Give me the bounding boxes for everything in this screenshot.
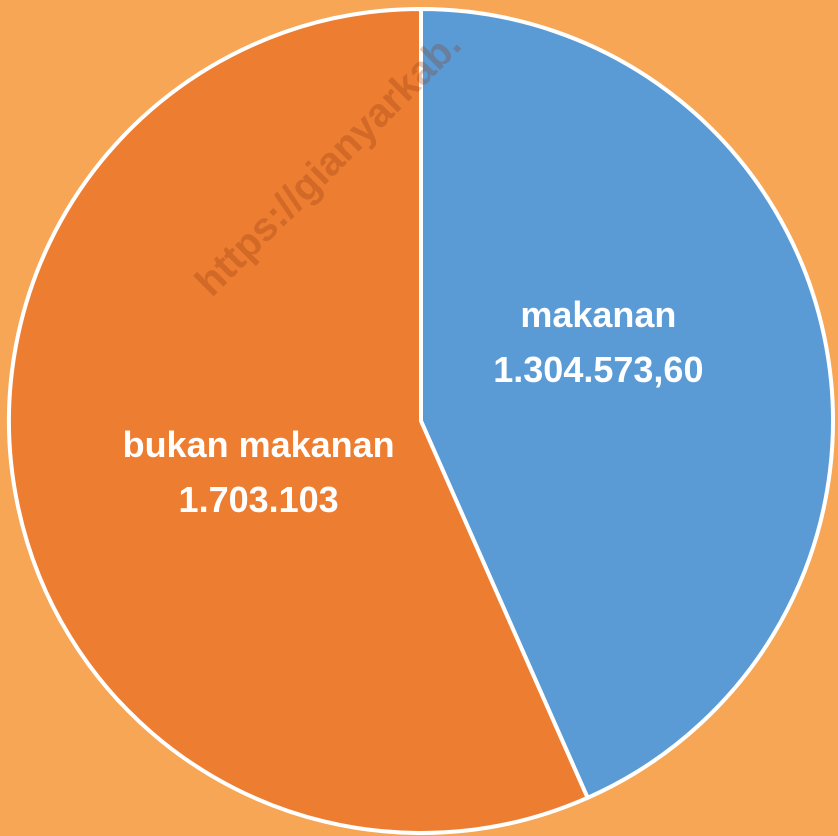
- slice-value: 1.304.573,60: [493, 349, 703, 390]
- slice-value: 1.703.103: [179, 479, 339, 520]
- pie-slice: [419, 6, 835, 801]
- slice-label: makanan: [520, 294, 676, 335]
- pie-slice: [7, 6, 591, 835]
- slice-label: bukan makanan: [123, 424, 395, 465]
